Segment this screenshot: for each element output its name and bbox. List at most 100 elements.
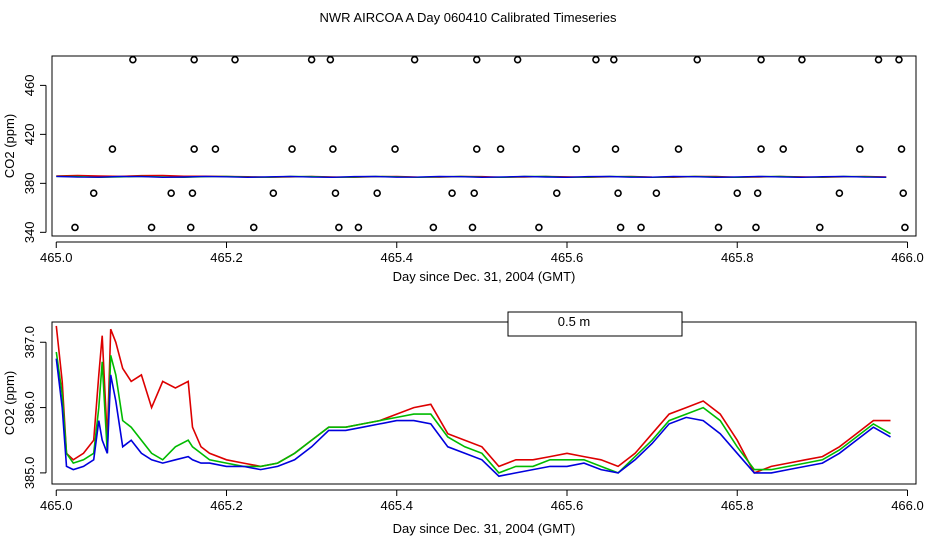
bottom-x-tick-label: 465.6: [551, 498, 584, 513]
scatter-point: [798, 55, 806, 64]
scatter-point: [610, 55, 618, 64]
top-x-tick-label: 465.8: [721, 250, 754, 265]
figure-title: NWR AIRCOA A Day 060410 Calibrated Times…: [320, 10, 617, 25]
scatter-point: [190, 145, 198, 153]
scatter-point: [816, 223, 824, 232]
scatter-point: [354, 223, 363, 232]
scatter-point: [874, 55, 883, 64]
top-x-tick-label: 465.2: [210, 250, 243, 265]
top-x-tick-label: 465.0: [40, 250, 73, 265]
scatter-point: [616, 223, 625, 232]
scatter-point: [429, 223, 438, 232]
scatter-point: [535, 223, 543, 232]
scatter-point: [714, 223, 723, 232]
scatter-point: [391, 145, 399, 153]
scatter-point: [71, 223, 79, 232]
top-y-tick-label: 460: [22, 75, 37, 97]
scatter-point: [693, 55, 702, 64]
bottom-y-axis: 385.0 386.0 387.0: [22, 326, 47, 490]
top-series-line-blue: [56, 175, 887, 179]
top-plot-marks: [56, 55, 909, 232]
scatter-point: [129, 55, 137, 64]
scatter-point: [496, 145, 505, 153]
scatter-point: [592, 55, 600, 64]
legend-box: [507, 311, 683, 337]
bottom-x-axis: 465.0 465.2 465.4 465.6 465.8 466.0: [40, 489, 924, 513]
scatter-point: [89, 189, 98, 197]
scatter-point: [373, 189, 381, 197]
scatter-point: [326, 55, 335, 64]
scatter-point: [614, 189, 622, 197]
bottom-y-tick-label: 386.0: [22, 391, 37, 424]
legend: 0.5 m: [507, 311, 683, 337]
top-y-axis-label: CO2 (ppm): [2, 114, 17, 178]
scatter-point: [897, 145, 906, 153]
bottom-x-tick-label: 465.8: [721, 498, 754, 513]
scatter-point: [269, 189, 278, 197]
bottom-x-tick-label: 465.2: [210, 498, 243, 513]
scatter-point: [329, 145, 337, 153]
top-x-tick-label: 466.0: [891, 250, 924, 265]
scatter-point: [288, 145, 296, 153]
bottom-y-axis-label: CO2 (ppm): [2, 371, 17, 435]
scatter-point: [470, 189, 479, 197]
scatter-point: [779, 145, 788, 153]
scatter-point: [472, 55, 481, 64]
scatter-point: [757, 55, 765, 64]
scatter-point: [468, 223, 477, 232]
scatter-point: [513, 55, 522, 64]
scatter-point: [757, 145, 765, 153]
top-y-tick-label: 420: [22, 124, 37, 146]
scatter-point: [331, 189, 340, 197]
scatter-point: [410, 55, 419, 64]
scatter-point: [448, 189, 456, 197]
scatter-point: [188, 189, 197, 197]
scatter-point: [895, 55, 903, 64]
bottom-y-tick-label: 385.0: [22, 457, 37, 490]
scatter-point: [753, 189, 762, 197]
scatter-point: [211, 145, 220, 153]
scatter-point: [307, 55, 316, 64]
scatter-point: [835, 189, 844, 197]
top-y-axis: 340 380 420 460: [22, 75, 47, 243]
bottom-plot-frame: [51, 321, 917, 485]
scatter-point: [899, 189, 908, 197]
scatter-point: [147, 223, 156, 232]
scatter-point: [231, 55, 239, 64]
scatter-point: [637, 223, 645, 232]
scatter-point: [190, 55, 198, 64]
bottom-x-tick-label: 466.0: [891, 498, 924, 513]
scatter-point: [901, 223, 909, 232]
bottom-x-tick-label: 465.4: [380, 498, 413, 513]
top-panel: 465.0 465.2 465.4 465.6 465.8 466.0 340 380 420…: [2, 55, 924, 284]
top-x-tick-label: 465.4: [380, 250, 413, 265]
scatter-point: [611, 145, 620, 153]
bottom-x-axis-label: Day since Dec. 31, 2004 (GMT): [393, 521, 576, 536]
scatter-point: [752, 223, 760, 232]
scatter-point: [674, 145, 683, 153]
top-x-axis-label: Day since Dec. 31, 2004 (GMT): [393, 269, 576, 284]
scatter-point: [249, 223, 258, 232]
scatter-point: [186, 223, 195, 232]
bottom-x-tick-label: 465.0: [40, 498, 73, 513]
scatter-point: [167, 189, 175, 197]
scatter-point: [552, 189, 561, 197]
bottom-y-tick-label: 387.0: [22, 326, 37, 359]
top-y-tick-label: 340: [22, 221, 37, 243]
top-x-axis: 465.0 465.2 465.4 465.6 465.8 466.0: [40, 241, 924, 265]
scatter-point: [572, 145, 581, 153]
top-plot-frame: [51, 55, 917, 237]
bottom-plot-lines: [55, 325, 891, 478]
scatter-point: [652, 189, 661, 197]
scatter-point: [733, 189, 742, 197]
series-line-blue: [55, 358, 891, 478]
legend-label: 0.5 m: [558, 314, 591, 329]
top-y-tick-label: 380: [22, 172, 37, 194]
scatter-point: [856, 145, 864, 153]
top-x-tick-label: 465.6: [551, 250, 584, 265]
scatter-point: [108, 145, 117, 153]
scatter-point: [335, 223, 343, 232]
series-line-green: [55, 351, 891, 474]
bottom-panel: 465.0 465.2 465.4 465.6 465.8 466.0 385.0 386.…: [2, 311, 924, 536]
